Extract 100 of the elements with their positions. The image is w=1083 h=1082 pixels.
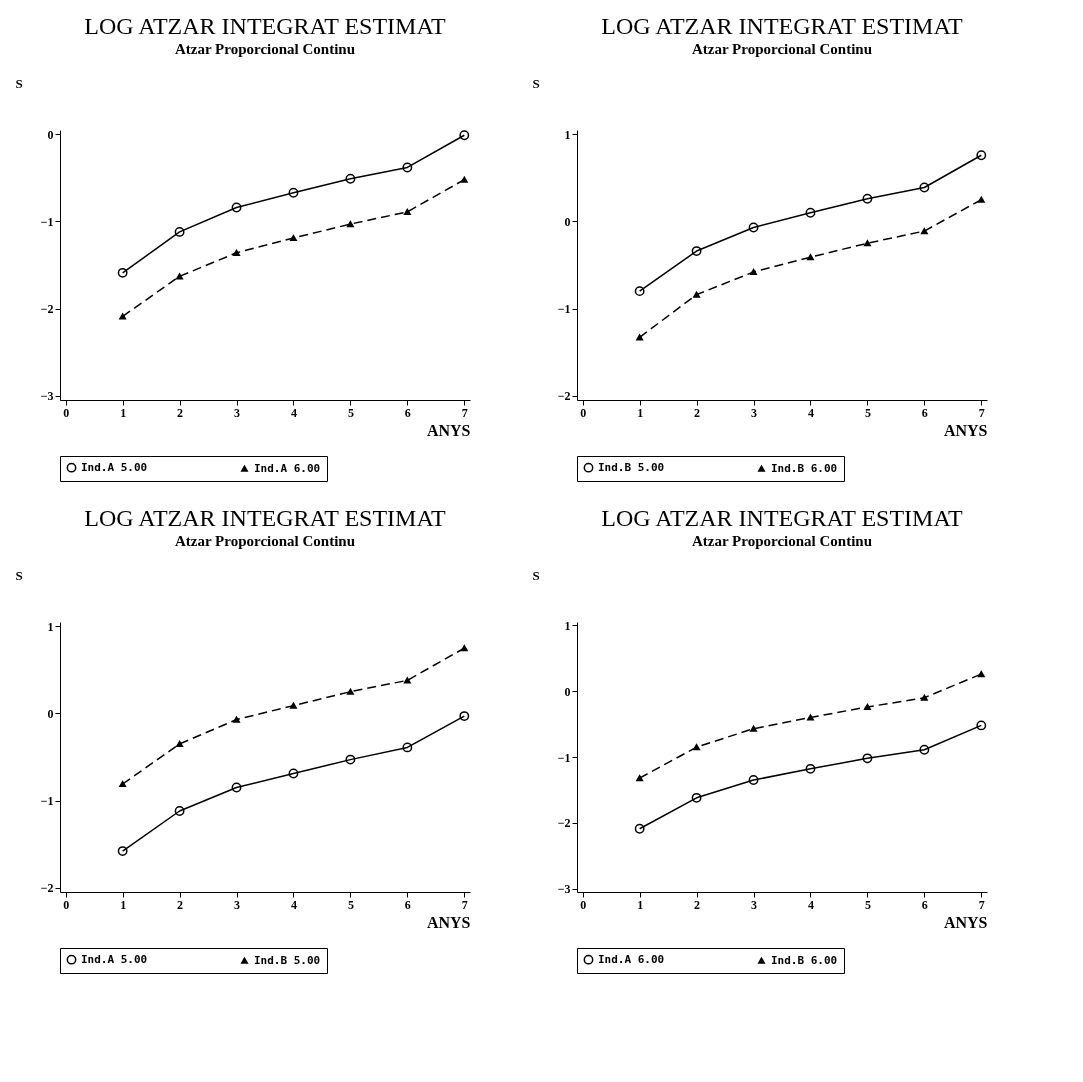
legend-label: Ind.B 5.00 (254, 953, 321, 967)
chart-title: LOG ATZAR INTEGRAT ESTIMAT (84, 13, 447, 39)
y-tick-label: −2 (40, 302, 54, 317)
point (691, 246, 702, 256)
chart-subtitle: Atzar Proporcional Continu (174, 533, 356, 549)
legend-label: Ind.B 5.00 (598, 460, 665, 474)
point (862, 753, 873, 764)
x-tick-label: 0 (580, 405, 587, 420)
x-tick-label: 2 (177, 897, 184, 912)
x-tick-label: 2 (694, 897, 701, 912)
y-tick-label: −1 (557, 750, 571, 765)
y-tick-label: −2 (557, 389, 571, 404)
point (750, 268, 758, 276)
point (119, 780, 127, 788)
point (117, 846, 128, 856)
y-tick-label: −2 (40, 881, 54, 896)
point (920, 694, 928, 701)
point (977, 670, 985, 678)
y-axis-title: S (15, 567, 23, 583)
legend-label: Ind.B 6.00 (771, 953, 838, 967)
x-tick-label: 5 (864, 897, 871, 912)
x-axis-title: ANYS (426, 913, 471, 931)
point (403, 677, 411, 684)
point (231, 782, 242, 793)
point (233, 716, 241, 723)
x-tick-label: 1 (637, 897, 644, 912)
x-tick-label: 6 (404, 897, 411, 912)
x-tick-label: 3 (751, 897, 758, 912)
x-axis-title: ANYS (426, 421, 471, 439)
x-tick-label: 4 (807, 897, 814, 912)
chart-subtitle: Atzar Proporcional Continu (174, 41, 356, 57)
point (117, 267, 128, 278)
point (174, 226, 185, 237)
x-tick-label: 7 (978, 897, 985, 912)
x-tick-label: 6 (404, 405, 411, 420)
point (460, 176, 468, 183)
y-tick-label: 0 (564, 684, 571, 699)
point (691, 792, 702, 803)
point (346, 688, 354, 695)
legend-label: Ind.A 6.00 (254, 461, 321, 475)
x-tick-label: 4 (290, 897, 297, 912)
point (176, 273, 184, 280)
point (976, 150, 987, 161)
point (119, 313, 127, 320)
x-tick-label: 4 (290, 405, 297, 420)
point (748, 775, 759, 785)
point (459, 130, 470, 141)
y-tick-label: −1 (557, 302, 571, 317)
x-tick-label: 5 (347, 405, 354, 420)
point (919, 744, 930, 755)
point (460, 645, 468, 652)
point (748, 222, 759, 233)
point (233, 249, 241, 256)
point (693, 744, 701, 751)
x-tick-label: 0 (63, 897, 70, 912)
point (346, 220, 354, 228)
x-tick-label: 1 (637, 405, 644, 420)
point (403, 208, 411, 215)
point (919, 182, 930, 193)
x-tick-label: 0 (63, 405, 70, 420)
x-axis-title: ANYS (943, 421, 988, 439)
point (863, 703, 871, 711)
point (977, 196, 985, 203)
point (863, 240, 871, 247)
point (345, 173, 356, 184)
x-tick-label: 7 (461, 897, 468, 912)
x-tick-label: 7 (461, 405, 468, 420)
x-tick-label: 5 (347, 897, 354, 912)
x-tick-label: 4 (807, 405, 814, 420)
point (976, 720, 987, 731)
point (805, 207, 816, 218)
chart-subtitle: Atzar Proporcional Continu (691, 41, 873, 57)
x-tick-label: 3 (234, 897, 241, 912)
x-axis-title: ANYS (943, 913, 988, 931)
point (459, 711, 470, 721)
x-tick-label: 6 (921, 405, 928, 420)
point (176, 740, 184, 748)
chart-title: LOG ATZAR INTEGRAT ESTIMAT (601, 505, 964, 531)
y-axis-title: S (532, 567, 540, 583)
y-tick-label: −1 (40, 214, 54, 229)
legend-label: Ind.B 6.00 (771, 461, 838, 475)
x-tick-label: 2 (177, 405, 184, 420)
point (636, 334, 644, 341)
y-axis-title: S (532, 75, 540, 91)
y-tick-label: 1 (47, 619, 54, 634)
y-tick-label: 1 (564, 127, 571, 142)
point (345, 754, 356, 765)
point (634, 286, 645, 297)
legend-label: Ind.A 6.00 (598, 952, 665, 966)
point (636, 774, 644, 782)
x-tick-label: 6 (921, 897, 928, 912)
y-tick-label: −3 (40, 389, 54, 404)
y-axis-title: S (15, 75, 23, 91)
x-tick-label: 5 (864, 405, 871, 420)
point (402, 162, 413, 173)
chart-subtitle: Atzar Proporcional Continu (691, 533, 873, 549)
point (862, 193, 873, 204)
point (806, 254, 814, 261)
chart-title: LOG ATZAR INTEGRAT ESTIMAT (601, 13, 964, 39)
y-tick-label: 0 (47, 706, 54, 721)
